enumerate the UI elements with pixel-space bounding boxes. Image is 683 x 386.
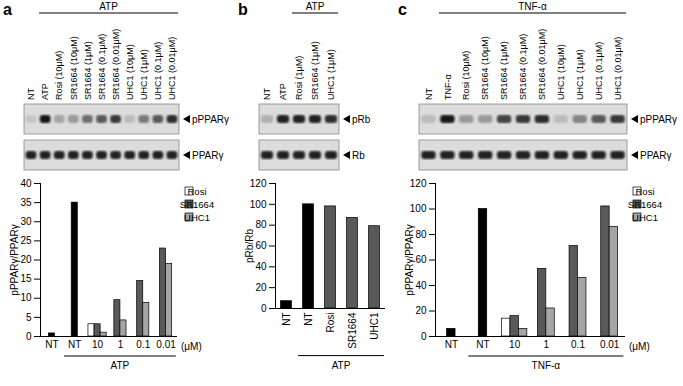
svg-text:PPARγ: PPARγ <box>192 150 224 161</box>
svg-text:pRb/Rb: pRb/Rb <box>244 229 255 263</box>
svg-text:UHC1 (0.1μM): UHC1 (0.1μM) <box>594 42 604 100</box>
svg-text:0: 0 <box>26 331 32 342</box>
svg-text:SR1664 (10μM): SR1664 (10μM) <box>69 36 79 100</box>
svg-text:b: b <box>238 1 248 18</box>
svg-text:TNF-α: TNF-α <box>518 1 547 12</box>
svg-text:ATP: ATP <box>111 360 130 371</box>
svg-text:25: 25 <box>20 235 32 246</box>
svg-text:SR1664 (0.1μM): SR1664 (0.1μM) <box>518 34 528 100</box>
svg-text:SR1664 (10μM): SR1664 (10μM) <box>480 36 490 100</box>
svg-text:10: 10 <box>92 339 104 350</box>
svg-text:(μM): (μM) <box>181 341 202 352</box>
svg-text:a: a <box>3 1 12 18</box>
svg-text:c: c <box>398 1 407 18</box>
svg-text:Rb: Rb <box>352 150 365 161</box>
svg-text:UHC1: UHC1 <box>632 212 658 223</box>
svg-text:UHC1 (1μM): UHC1 (1μM) <box>139 49 149 100</box>
svg-text:NT: NT <box>68 339 81 350</box>
svg-text:1: 1 <box>118 339 124 350</box>
svg-text:SR1664 (0.01μM): SR1664 (0.01μM) <box>111 29 121 100</box>
svg-text:40: 40 <box>20 178 32 189</box>
svg-text:NT: NT <box>262 88 272 100</box>
svg-text:Rosi: Rosi <box>187 186 206 197</box>
svg-text:1: 1 <box>544 339 550 350</box>
svg-text:TNF-α: TNF-α <box>443 74 453 100</box>
svg-text:SR1664: SR1664 <box>180 199 214 210</box>
svg-text:ATP: ATP <box>99 1 118 12</box>
svg-text:15: 15 <box>20 273 32 284</box>
svg-text:20: 20 <box>415 305 427 316</box>
svg-text:10: 10 <box>20 292 32 303</box>
svg-text:20: 20 <box>255 282 267 293</box>
svg-text:40: 40 <box>255 261 267 272</box>
svg-text:SR1664 (1μM): SR1664 (1μM) <box>83 41 93 100</box>
svg-text:Rosi: Rosi <box>635 186 654 197</box>
svg-text:SR1664 (0.01μM): SR1664 (0.01μM) <box>537 29 547 100</box>
svg-text:SR1664: SR1664 <box>628 199 662 210</box>
svg-text:80: 80 <box>415 229 427 240</box>
svg-text:Rosi (10μM): Rosi (10μM) <box>461 51 471 100</box>
svg-text:UHC1: UHC1 <box>369 312 380 340</box>
svg-text:35: 35 <box>20 197 32 208</box>
svg-text:Rosi (10μM): Rosi (10μM) <box>54 51 64 100</box>
svg-text:ATP: ATP <box>332 360 351 371</box>
svg-text:60: 60 <box>255 240 267 251</box>
svg-text:UHC1 (10μM): UHC1 (10μM) <box>125 44 135 100</box>
svg-text:ATP: ATP <box>40 83 50 100</box>
svg-text:pPPARγ: pPPARγ <box>192 114 229 125</box>
svg-text:NT: NT <box>26 88 36 100</box>
svg-text:0: 0 <box>261 303 267 314</box>
svg-text:ATP: ATP <box>278 83 288 100</box>
svg-text:80: 80 <box>255 219 267 230</box>
svg-text:pPPARγ/PPARγ: pPPARγ/PPARγ <box>404 224 415 295</box>
svg-text:Rosi: Rosi <box>325 313 336 333</box>
svg-text:SR1664: SR1664 <box>347 312 358 349</box>
svg-text:NT: NT <box>445 339 458 350</box>
svg-text:UHC1 (0.01μM): UHC1 (0.01μM) <box>613 37 623 100</box>
svg-text:pRb: pRb <box>352 114 371 125</box>
svg-text:120: 120 <box>250 178 267 189</box>
svg-text:ATP: ATP <box>306 1 325 12</box>
svg-text:pPPARγ: pPPARγ <box>640 114 677 125</box>
svg-text:SR1664 (1μM): SR1664 (1μM) <box>310 41 320 100</box>
svg-text:UHC1 (0.01μM): UHC1 (0.01μM) <box>167 37 177 100</box>
svg-text:30: 30 <box>20 216 32 227</box>
svg-text:120: 120 <box>410 178 427 189</box>
svg-text:NT: NT <box>303 313 314 326</box>
svg-text:0.1: 0.1 <box>571 339 585 350</box>
svg-text:60: 60 <box>415 254 427 265</box>
svg-text:0.01: 0.01 <box>156 339 176 350</box>
svg-text:5: 5 <box>26 312 32 323</box>
svg-text:NT: NT <box>281 313 292 326</box>
svg-text:NT: NT <box>476 339 489 350</box>
svg-text:TNF-α: TNF-α <box>532 360 561 371</box>
svg-text:UHC1 (1μM): UHC1 (1μM) <box>575 49 585 100</box>
svg-text:NT: NT <box>45 339 58 350</box>
svg-text:UHC1 (1μM): UHC1 (1μM) <box>326 49 336 100</box>
svg-text:100: 100 <box>250 199 267 210</box>
svg-text:0.01: 0.01 <box>600 339 620 350</box>
svg-text:100: 100 <box>410 203 427 214</box>
svg-text:pPPARγ/PPARγ: pPPARγ/PPARγ <box>9 224 20 295</box>
svg-text:10: 10 <box>509 339 521 350</box>
svg-text:NT: NT <box>424 88 434 100</box>
svg-text:Rosi (1μM): Rosi (1μM) <box>294 56 304 100</box>
svg-text:20: 20 <box>20 254 32 265</box>
svg-text:UHC1 (0.1μM): UHC1 (0.1μM) <box>153 42 163 100</box>
svg-text:(μM): (μM) <box>629 341 650 352</box>
svg-text:40: 40 <box>415 280 427 291</box>
svg-text:PPARγ: PPARγ <box>640 150 672 161</box>
svg-text:0.1: 0.1 <box>136 339 150 350</box>
svg-text:SR1664 (0.1μM): SR1664 (0.1μM) <box>97 34 107 100</box>
svg-text:SR1664 (1μM): SR1664 (1μM) <box>499 41 509 100</box>
svg-text:UHC1 (10μM): UHC1 (10μM) <box>556 44 566 100</box>
svg-text:UHC1: UHC1 <box>184 212 210 223</box>
svg-text:0: 0 <box>421 331 427 342</box>
